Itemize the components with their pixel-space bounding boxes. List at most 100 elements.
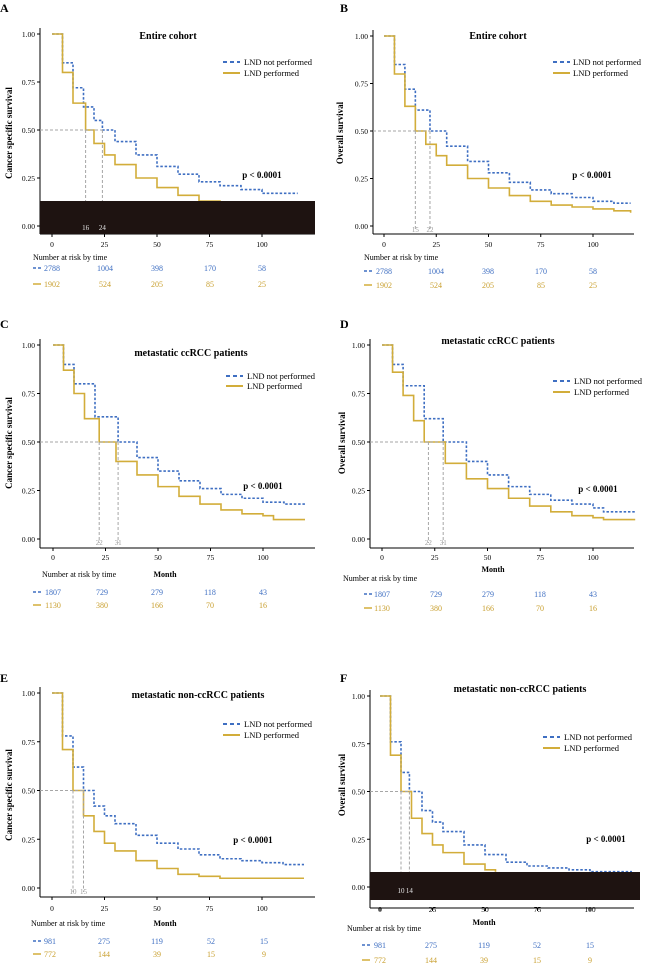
risk-value: 166 bbox=[151, 601, 163, 610]
risk-value: 144 bbox=[425, 956, 437, 965]
survival-curve-performed bbox=[382, 344, 636, 521]
legend: LND not performed LND performed bbox=[543, 732, 633, 753]
risk-value: 205 bbox=[151, 280, 163, 289]
plot-area: 0.00 0.25 0.50 0.75 1.00 0 25 50 75 100 10 14 bbox=[352, 690, 640, 914]
p-value: p < 0.0001 bbox=[233, 835, 273, 845]
x-tick-label: 25 bbox=[433, 240, 441, 249]
risk-value: 1004 bbox=[97, 264, 113, 273]
plot-area: 0.00 0.25 0.50 0.75 1.00 0 25 50 75 100 15 22 bbox=[355, 30, 634, 249]
risk-value: 15 bbox=[533, 956, 541, 965]
survival-curve-performed bbox=[53, 344, 305, 521]
risk-table-title: Number at risk by time bbox=[347, 924, 422, 933]
y-tick-label: 0.75 bbox=[22, 78, 35, 87]
risk-row-not-performed: 1807 729 279 118 43 bbox=[364, 590, 597, 599]
legend: LND not performed LND performed bbox=[226, 371, 316, 391]
risk-value: 275 bbox=[98, 937, 110, 946]
chart-title: Entire cohort bbox=[139, 31, 197, 42]
legend-label-not-performed: LND not performed bbox=[564, 732, 633, 742]
x-tick-label: 0 bbox=[51, 553, 55, 562]
risk-value: 2788 bbox=[44, 264, 60, 273]
risk-value: 52 bbox=[533, 941, 541, 950]
risk-value: 70 bbox=[206, 601, 214, 610]
risk-value: 170 bbox=[535, 267, 547, 276]
risk-row-not-performed: 981 275 119 52 15 bbox=[33, 937, 268, 946]
risk-value: 275 bbox=[425, 941, 437, 950]
legend-label-performed: LND performed bbox=[244, 68, 300, 78]
legend-label-performed: LND performed bbox=[247, 381, 303, 391]
x-tick-label: 100 bbox=[587, 240, 599, 249]
x-axis-label: Month bbox=[472, 918, 496, 927]
chart-title: metastatic non-ccRCC patients bbox=[132, 690, 265, 701]
risk-value: 16 bbox=[589, 604, 597, 613]
risk-value: 119 bbox=[151, 937, 163, 946]
y-tick-label: 0.25 bbox=[355, 175, 368, 184]
y-axis-label: Cancer specific survival bbox=[4, 749, 14, 841]
risk-table-title: Number at risk by time bbox=[343, 574, 418, 583]
risk-value: 85 bbox=[206, 280, 214, 289]
risk-row-not-performed: 1807 729 279 118 43 bbox=[33, 588, 267, 597]
y-tick-label: 0.50 bbox=[352, 788, 365, 797]
legend: LND not performed LND performed bbox=[223, 719, 313, 740]
survival-curve-not-performed bbox=[382, 344, 636, 513]
legend-label-not-performed: LND not performed bbox=[244, 719, 313, 729]
y-tick-label: 0.00 bbox=[22, 535, 35, 544]
risk-row-performed: 772 144 39 15 9 bbox=[362, 956, 592, 965]
risk-value: 15 bbox=[207, 950, 215, 959]
risk-value: 70 bbox=[536, 604, 544, 613]
median-label: 22 bbox=[96, 539, 104, 547]
legend: LND not performed LND performed bbox=[553, 376, 643, 397]
y-tick-label: 0.50 bbox=[355, 127, 368, 136]
median-label: 22 bbox=[426, 226, 434, 234]
panel-label: D bbox=[340, 317, 349, 331]
x-tick-label: 50 bbox=[154, 553, 162, 562]
risk-value: 25 bbox=[589, 281, 597, 290]
risk-row-performed: 772 144 39 15 9 bbox=[33, 950, 266, 959]
p-value: p < 0.0001 bbox=[243, 481, 283, 491]
median-label: 31 bbox=[115, 539, 123, 547]
x-tick-label: 0 bbox=[50, 904, 54, 913]
legend-label-performed: LND performed bbox=[564, 743, 620, 753]
risk-value: 398 bbox=[151, 264, 163, 273]
legend: LND not performed LND performed bbox=[223, 57, 313, 78]
median-label: 24 bbox=[99, 224, 107, 232]
median-label: 16 bbox=[82, 224, 90, 232]
risk-value: 9 bbox=[588, 956, 592, 965]
plot-area: 0.00 0.25 0.50 0.75 1.00 0 25 50 75 100 10 15 bbox=[22, 687, 315, 913]
risk-value: 39 bbox=[480, 956, 488, 965]
y-tick-label: 0.50 bbox=[22, 438, 35, 447]
y-tick-label: 0.25 bbox=[22, 835, 35, 844]
legend-label-not-performed: LND not performed bbox=[573, 57, 642, 67]
risk-row-performed: 1902 524 205 85 25 bbox=[364, 281, 597, 290]
p-value: p < 0.0001 bbox=[578, 484, 618, 494]
risk-value: 729 bbox=[430, 590, 442, 599]
chart-title: metastatic non-ccRCC patients bbox=[454, 684, 587, 695]
risk-value: 170 bbox=[204, 264, 216, 273]
x-tick-label: 100 bbox=[587, 553, 599, 562]
y-tick-label: 0.75 bbox=[355, 80, 368, 89]
x-tick-label: 75 bbox=[206, 240, 214, 249]
y-tick-label: 0.00 bbox=[22, 222, 35, 231]
x-tick-label: 25 bbox=[101, 240, 109, 249]
y-axis-label: Overall survival bbox=[335, 101, 345, 164]
risk-value: 119 bbox=[478, 941, 490, 950]
survival-curve-performed bbox=[384, 35, 632, 213]
p-value: p < 0.0001 bbox=[586, 834, 626, 844]
risk-value: 729 bbox=[96, 588, 108, 597]
survival-curve-not-performed bbox=[52, 692, 304, 866]
median-label: 14 bbox=[406, 887, 414, 895]
y-axis-label: Cancer specific survival bbox=[4, 397, 14, 489]
y-tick-label: 1.00 bbox=[355, 32, 368, 41]
x-tick-label: 0 bbox=[50, 240, 54, 249]
y-tick-label: 0.50 bbox=[22, 787, 35, 796]
risk-value: 1902 bbox=[376, 281, 392, 290]
risk-value: 39 bbox=[153, 950, 161, 959]
median-label: 10 bbox=[398, 887, 406, 895]
risk-value: 15 bbox=[586, 941, 594, 950]
x-tick-label: 50 bbox=[484, 553, 492, 562]
x-tick-label: 75 bbox=[207, 553, 215, 562]
risk-value: 2788 bbox=[376, 267, 392, 276]
risk-value: 58 bbox=[258, 264, 266, 273]
y-tick-label: 1.00 bbox=[352, 692, 365, 701]
x-tick-label: 0 bbox=[378, 905, 382, 914]
